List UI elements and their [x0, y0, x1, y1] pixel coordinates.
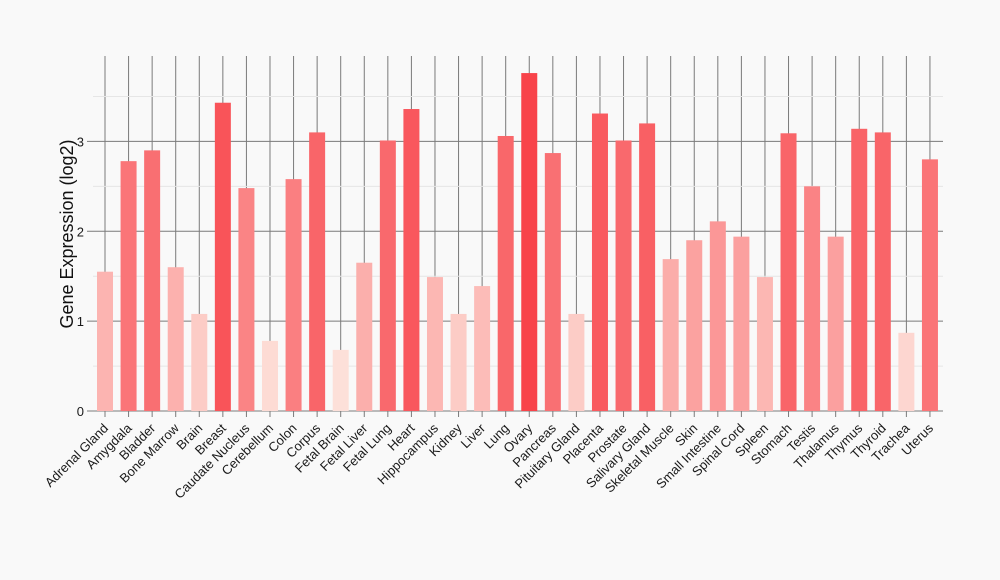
bar: [379, 140, 396, 411]
y-tick-label: 0: [77, 404, 84, 419]
bar: [167, 267, 184, 411]
bar: [568, 313, 585, 411]
bar: [874, 132, 891, 412]
bar: [214, 102, 231, 411]
y-axis: 0 1 2 3: [77, 134, 93, 419]
bar: [827, 236, 844, 411]
bar: [403, 109, 420, 411]
bar: [615, 140, 632, 411]
horizontal-gridlines: [93, 95, 943, 412]
bar: [780, 133, 797, 411]
bar: [756, 277, 773, 411]
bar: [238, 188, 255, 411]
bar: [639, 123, 656, 411]
bar: [804, 186, 821, 411]
x-tick-label: Liver: [458, 420, 489, 451]
bar: [851, 128, 868, 411]
y-axis-title: Gene Expression (log2): [57, 139, 77, 328]
y-tick-label: 2: [77, 224, 84, 239]
bar: [497, 135, 514, 411]
y-tick-label: 3: [77, 134, 84, 149]
y-tick-label: 1: [77, 314, 84, 329]
bar: [191, 313, 208, 411]
bars: [97, 73, 938, 412]
bar: [309, 132, 326, 412]
bar: [686, 240, 703, 411]
bar: [474, 286, 491, 411]
bar: [921, 159, 938, 411]
bar: [356, 262, 373, 411]
bar: [144, 150, 161, 411]
bar: [591, 113, 608, 412]
bar: [450, 313, 467, 411]
bar: [709, 221, 726, 411]
bar: [285, 179, 302, 411]
bar: [733, 236, 750, 411]
bar: [120, 161, 137, 411]
bar: [332, 349, 349, 411]
bar: [426, 277, 443, 411]
bar: [544, 153, 561, 411]
bar: [521, 73, 538, 411]
bar: [898, 332, 915, 411]
bar: [97, 271, 113, 411]
bar: [662, 259, 679, 411]
bar: [261, 340, 278, 411]
